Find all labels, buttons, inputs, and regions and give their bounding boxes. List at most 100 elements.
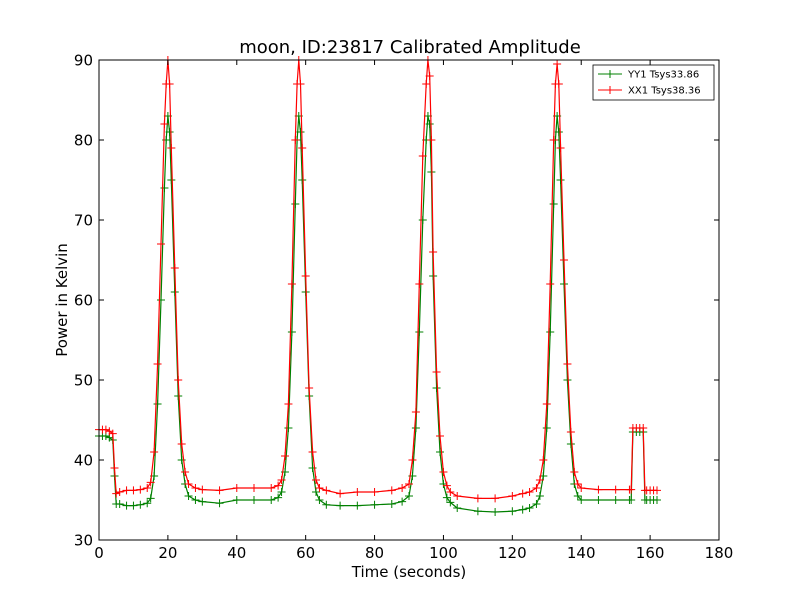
data-point bbox=[570, 468, 579, 476]
data-point bbox=[387, 500, 396, 508]
data-point bbox=[315, 496, 324, 504]
data-point bbox=[556, 144, 565, 152]
data-point bbox=[594, 485, 603, 494]
data-point bbox=[157, 296, 165, 304]
data-point bbox=[639, 424, 648, 432]
data-point bbox=[518, 505, 527, 514]
data-point bbox=[312, 476, 320, 484]
data-point bbox=[184, 492, 193, 500]
data-point bbox=[215, 486, 224, 495]
data-point bbox=[560, 280, 568, 288]
data-point bbox=[573, 492, 582, 500]
data-point bbox=[432, 368, 441, 376]
data-point bbox=[301, 272, 310, 280]
data-point bbox=[563, 360, 572, 368]
data-point bbox=[191, 496, 200, 504]
data-point bbox=[322, 486, 331, 495]
legend-entry-yy1: YY1 Tsys33.86 bbox=[598, 70, 699, 81]
data-point bbox=[277, 476, 286, 484]
data-point bbox=[442, 481, 451, 490]
data-point bbox=[370, 500, 379, 509]
data-point bbox=[305, 384, 314, 392]
data-point bbox=[284, 424, 293, 432]
data-point bbox=[432, 384, 441, 392]
x-tick-label: 180 bbox=[705, 544, 734, 562]
data-point bbox=[553, 60, 562, 68]
data-point bbox=[491, 508, 500, 516]
data-point bbox=[518, 489, 527, 498]
data-point bbox=[353, 488, 362, 496]
data-point bbox=[532, 500, 541, 508]
data-point bbox=[101, 425, 110, 434]
data-point bbox=[573, 480, 582, 488]
data-point bbox=[415, 280, 424, 288]
data-point bbox=[181, 468, 190, 476]
legend-entry-xx1: XX1 Tsys38.36 bbox=[598, 86, 701, 97]
x-tick-label: 40 bbox=[227, 544, 246, 562]
data-point bbox=[425, 72, 434, 80]
legend-marker-xx1 bbox=[606, 86, 614, 94]
data-point bbox=[408, 456, 417, 464]
data-point bbox=[198, 485, 207, 494]
data-point bbox=[546, 328, 555, 336]
data-point bbox=[436, 448, 444, 456]
data-point bbox=[296, 80, 305, 88]
data-point bbox=[549, 200, 558, 208]
data-point bbox=[112, 489, 121, 498]
data-point bbox=[627, 485, 636, 494]
data-point bbox=[411, 408, 420, 416]
data-point bbox=[250, 484, 258, 492]
data-point bbox=[322, 500, 331, 509]
data-point bbox=[291, 136, 300, 144]
data-point bbox=[436, 432, 444, 440]
data-point bbox=[387, 486, 396, 495]
legend-marker-yy1 bbox=[606, 70, 614, 78]
data-point bbox=[296, 128, 305, 136]
data-point bbox=[439, 468, 448, 476]
legend: YY1 Tsys33.86 XX1 Tsys38.36 bbox=[592, 64, 715, 101]
y-axis-label: Power in Kelvin bbox=[53, 243, 71, 357]
data-point bbox=[549, 136, 558, 144]
data-point bbox=[556, 176, 565, 184]
data-point bbox=[177, 456, 186, 464]
y-tick-label: 40 bbox=[74, 452, 93, 470]
data-point bbox=[594, 496, 603, 504]
data-point bbox=[398, 497, 407, 506]
data-point bbox=[398, 484, 407, 492]
data-point bbox=[146, 494, 155, 503]
data-point bbox=[442, 493, 451, 502]
data-point bbox=[160, 120, 169, 128]
y-tick-label: 60 bbox=[74, 292, 93, 310]
data-point bbox=[136, 500, 145, 509]
data-point bbox=[611, 496, 620, 504]
data-point bbox=[422, 80, 431, 88]
data-point bbox=[353, 501, 362, 510]
data-point bbox=[298, 144, 307, 152]
data-point bbox=[546, 280, 555, 288]
data-point bbox=[525, 488, 534, 496]
data-point bbox=[425, 120, 434, 128]
data-point bbox=[160, 184, 169, 192]
data-point bbox=[143, 499, 152, 508]
data-point bbox=[287, 280, 296, 288]
legend-frame bbox=[592, 64, 715, 101]
data-point bbox=[108, 429, 117, 438]
data-point bbox=[146, 478, 155, 487]
data-point bbox=[653, 486, 661, 495]
data-point bbox=[566, 440, 575, 448]
data-point bbox=[535, 476, 544, 484]
data-point bbox=[170, 264, 179, 272]
data-point bbox=[542, 400, 551, 408]
ticks-layer: 0 20 40 60 80 100 120 140 160 180 30 40 50 60 70 80 90 bbox=[74, 52, 733, 563]
data-point bbox=[308, 464, 317, 472]
y-tick-label: 30 bbox=[74, 532, 93, 550]
data-point bbox=[542, 424, 551, 432]
data-point bbox=[415, 328, 424, 336]
x-tick-label: 100 bbox=[429, 544, 458, 562]
data-point bbox=[250, 496, 258, 504]
data-point bbox=[122, 486, 131, 495]
data-point bbox=[110, 464, 119, 472]
data-point bbox=[560, 256, 568, 264]
data-point bbox=[150, 448, 159, 456]
